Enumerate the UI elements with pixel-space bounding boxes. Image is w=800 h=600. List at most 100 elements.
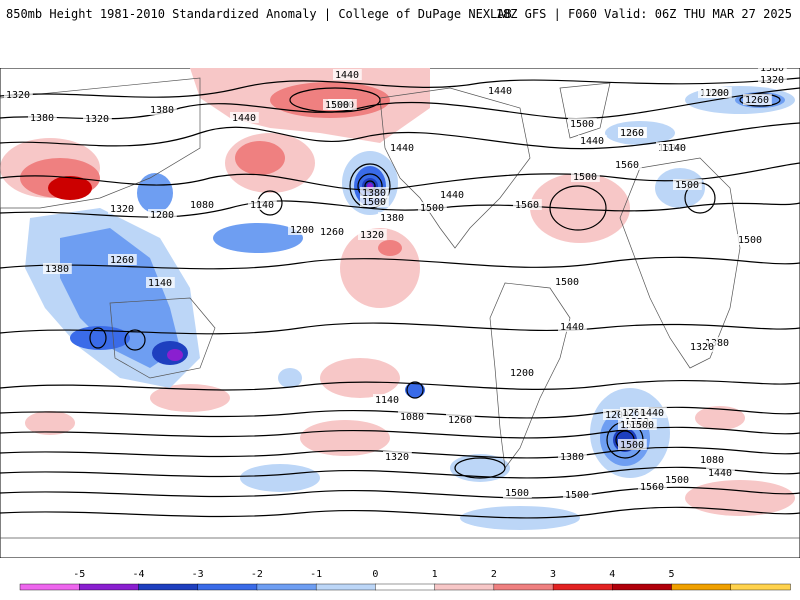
colorbar-tick-label: 1 xyxy=(432,569,438,580)
contour-label: 1380 xyxy=(150,105,174,116)
contour-label: 1500 xyxy=(620,440,644,451)
contour-label: 1500 xyxy=(420,203,444,214)
anomaly-area xyxy=(137,173,173,213)
contour-label-bg xyxy=(563,489,592,500)
colorbar-tick-label: -1 xyxy=(310,569,322,580)
contour-label-bg xyxy=(513,199,542,210)
anomaly-area xyxy=(235,141,285,175)
anomaly-area xyxy=(405,382,425,398)
contour-label: 1080 xyxy=(700,455,724,466)
contour-label-bg xyxy=(558,451,587,462)
anomaly-area xyxy=(240,464,320,492)
anomaly-area xyxy=(450,454,510,482)
contour-label: 1440 xyxy=(560,322,584,333)
contour-label: 1200 xyxy=(150,210,174,221)
contour-label: 1140 xyxy=(250,200,274,211)
contour-label-bg xyxy=(248,199,277,210)
colorbar-tick-label: 3 xyxy=(550,569,556,580)
contour-label: 1500 xyxy=(570,119,594,130)
contour-label: 1320 xyxy=(6,90,30,101)
colorbar-blocks xyxy=(19,583,791,591)
south-america-outline xyxy=(489,282,571,469)
map-header: 850mb Height 1981-2010 Standardized Anom… xyxy=(0,0,800,30)
contour-label-bg xyxy=(638,407,667,418)
colorbar-swatch xyxy=(375,583,436,591)
colorbar: -5 -4 -3 -2 -1 0 1 2 3 4 5 xyxy=(19,569,791,591)
contour-label-bg xyxy=(743,94,772,105)
contour-label-bg xyxy=(486,85,515,96)
anomaly-area xyxy=(150,384,230,412)
map-title: 850mb Height 1981-2010 Standardized Anom… xyxy=(6,7,512,21)
contour-label-bg xyxy=(4,89,33,100)
colorbar-tick-label: 2 xyxy=(491,569,497,580)
anomaly-area xyxy=(70,326,130,350)
contour-label-bg xyxy=(188,199,217,210)
contour-label: 1380 xyxy=(705,338,729,349)
contour-label-bg xyxy=(360,196,389,207)
contour-label: 1080 xyxy=(400,412,424,423)
contour-label-bg xyxy=(503,487,532,498)
contour-line xyxy=(0,486,800,499)
contour-label-bg xyxy=(323,99,352,110)
contour-line xyxy=(0,77,800,98)
contour-line xyxy=(454,457,506,479)
contour-label: 1560 xyxy=(640,482,664,493)
contour-label: 1260 xyxy=(320,227,344,238)
contour-label-bg xyxy=(378,212,407,223)
anomaly-area xyxy=(695,406,745,430)
australia-outline xyxy=(109,297,216,379)
contour-line xyxy=(89,327,107,349)
contour-label: 1560 xyxy=(515,200,539,211)
contour-label: 1500 xyxy=(573,172,597,183)
contour-label-bg xyxy=(230,112,259,123)
contour-label: 1260 xyxy=(622,408,646,419)
contour-label-bg xyxy=(663,474,692,485)
contour-label: 1260 xyxy=(110,255,134,266)
contour-label: 1440 xyxy=(488,86,512,97)
contour-label-bg xyxy=(758,74,787,85)
contour-label: 1500 xyxy=(630,420,654,431)
colorbar-swatch xyxy=(197,583,258,591)
contour-label-bg xyxy=(628,419,657,430)
contour-label: 1500 xyxy=(738,235,762,246)
contour-label: 1500 xyxy=(555,277,579,288)
contour-label: 1500 xyxy=(675,180,699,191)
contour-line xyxy=(349,163,391,209)
contour-label: 1140 xyxy=(148,278,172,289)
contour-line xyxy=(0,122,800,150)
contour-label: 1380 xyxy=(45,264,69,275)
contour-label: 1440 xyxy=(580,136,604,147)
anomaly-area xyxy=(278,368,302,388)
contour-label-bg xyxy=(688,341,717,352)
contour-label-bg xyxy=(148,104,177,115)
colorbar-tick-label: -5 xyxy=(73,569,85,580)
anomaly-area xyxy=(167,349,183,361)
contour-label: 1380 xyxy=(560,452,584,463)
contour-line xyxy=(124,329,146,351)
contour-label: 1440 xyxy=(440,190,464,201)
contour-label-bg xyxy=(703,87,732,98)
contour-line xyxy=(0,446,800,459)
anomaly-area xyxy=(320,358,400,398)
contour-label-bg xyxy=(578,135,607,146)
colorbar-swatch xyxy=(315,583,377,591)
contour-label: 1260 xyxy=(448,415,472,426)
contour-label: 1200 xyxy=(705,88,729,99)
contour-label-bg xyxy=(388,142,417,153)
contour-line xyxy=(0,256,800,270)
contour-label: 1380 xyxy=(30,113,54,124)
contour-label: 1500 xyxy=(665,475,689,486)
contour-label-bg xyxy=(620,407,649,418)
colorbar-tick-label: -3 xyxy=(192,569,204,580)
contour-label-bg xyxy=(146,277,175,288)
contour-line xyxy=(0,87,800,120)
contour-label-bg xyxy=(638,481,667,492)
colorbar-tick-label: 4 xyxy=(609,569,615,580)
colorbar-swatch xyxy=(256,583,317,591)
contour-label: 1440 xyxy=(232,113,256,124)
anomaly-area xyxy=(213,223,303,253)
contour-label-bg xyxy=(438,189,467,200)
contour-label: 1080 xyxy=(190,200,214,211)
contour-label: 1200 xyxy=(605,410,629,421)
contour-label: 1500 xyxy=(565,490,589,501)
